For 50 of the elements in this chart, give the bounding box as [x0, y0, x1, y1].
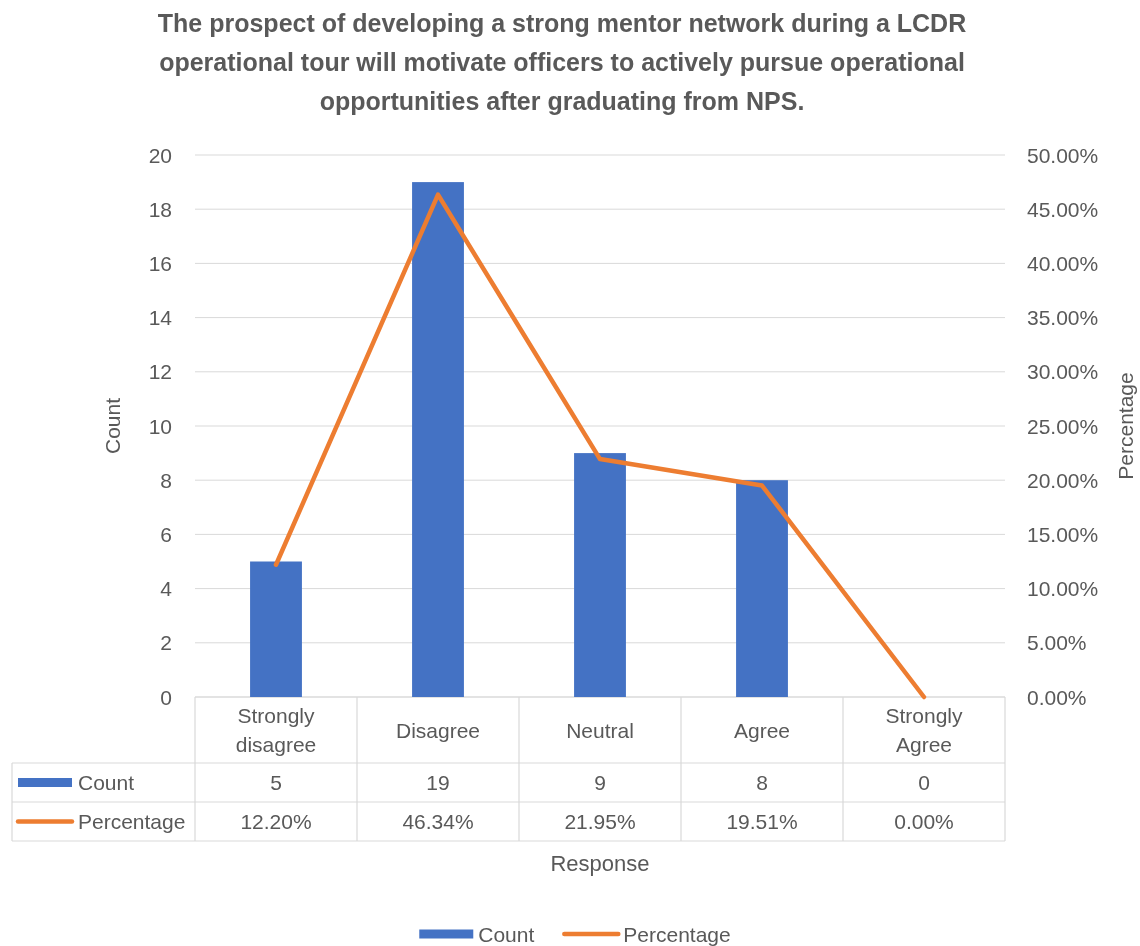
y2-tick-label: 30.00% — [1027, 360, 1099, 384]
data-label: 19 — [426, 771, 450, 794]
bar — [412, 182, 464, 697]
y2-tick-label: 15.00% — [1027, 522, 1099, 546]
y-tick-label: 12 — [148, 360, 172, 384]
x-axis-title: Response — [550, 850, 650, 876]
y-tick-label: 2 — [160, 631, 172, 655]
data-label: 5 — [270, 771, 282, 794]
bar — [736, 480, 788, 697]
data-label: 8 — [756, 771, 768, 794]
y-tick-label: 10 — [148, 414, 172, 438]
y2-tick-label: 0.00% — [1027, 685, 1087, 709]
y2-tick-label: 20.00% — [1027, 468, 1099, 492]
x-tick-label: Disagree — [395, 718, 481, 742]
data-label: 21.95% — [564, 810, 636, 833]
bar — [250, 561, 302, 697]
data-label: 9 — [594, 771, 606, 794]
bar — [574, 453, 626, 697]
y2-tick-label: 5.00% — [1027, 631, 1087, 655]
y2-tick-label: 35.00% — [1027, 306, 1099, 330]
y-tick-label: 16 — [148, 251, 172, 275]
y-tick-label: 14 — [148, 306, 173, 330]
x-tick-label: Strongly disagree — [235, 704, 317, 756]
x-tick-label: Agree — [733, 718, 791, 742]
y-tick-label: 20 — [148, 143, 172, 167]
data-label: 0 — [918, 771, 930, 794]
y-tick-label: 6 — [160, 522, 172, 546]
y2-tick-label: 50.00% — [1027, 143, 1099, 167]
line-series — [273, 192, 927, 700]
data-label: 19.51% — [726, 810, 798, 833]
text: Count — [478, 922, 535, 946]
chart-title: The prospect of developing a strong mentor network during a LCDR operational tour will motivate officers to actively pursue operational opportunities after graduating from NPS. — [157, 9, 967, 115]
y2-tick-label: 25.00% — [1027, 414, 1099, 438]
y2-tick-label: 40.00% — [1027, 251, 1099, 275]
legend-label: Percentage — [78, 810, 186, 833]
y-axis-title: Count — [100, 397, 124, 455]
y-tick-label: 4 — [160, 577, 173, 601]
x-tick-label: Neutral — [566, 718, 634, 742]
text: Percentage — [623, 922, 731, 946]
x-tick-label: Strongly Agree — [885, 704, 964, 756]
y-tick-label: 0 — [160, 685, 172, 709]
y-tick-label: 18 — [148, 197, 172, 221]
y-tick-label: 8 — [160, 468, 172, 492]
data-label: 12.20% — [240, 810, 312, 833]
y2-tick-label: 10.00% — [1027, 577, 1099, 601]
y2-tick-label: 45.00% — [1027, 197, 1099, 221]
y2-axis-title: Percentage — [1113, 372, 1137, 480]
data-label: 0.00% — [894, 810, 954, 833]
legend-label: Count — [78, 771, 135, 794]
data-label: 46.34% — [402, 810, 474, 833]
